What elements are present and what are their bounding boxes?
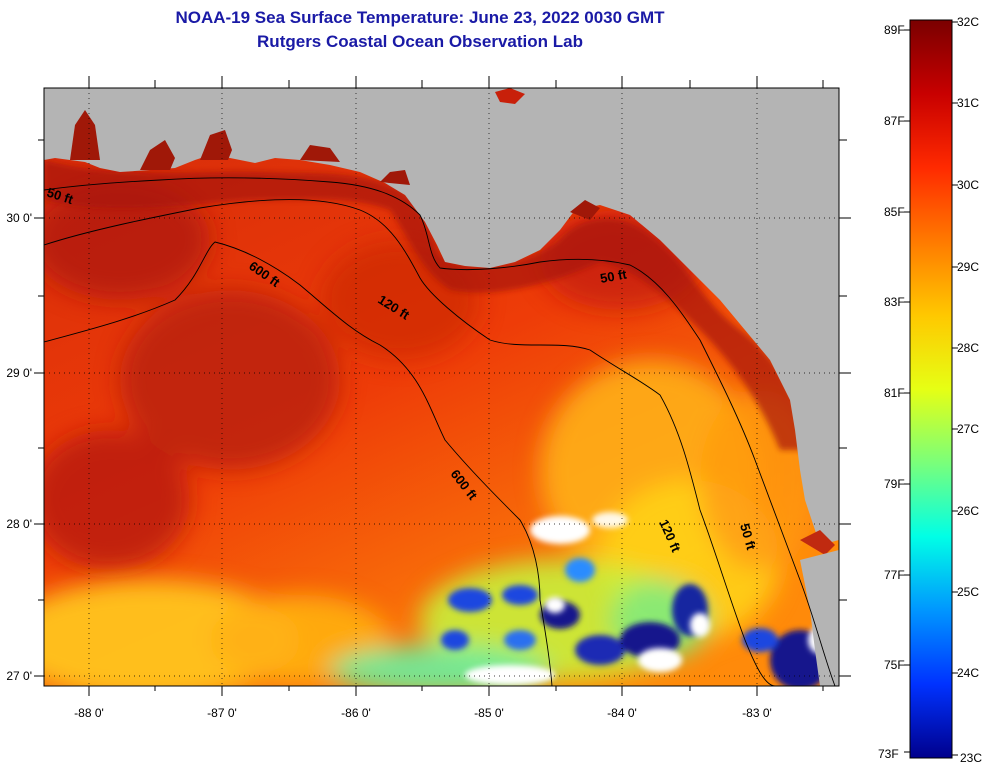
colorbar-f-label: 87F [884,114,905,128]
colorbar-f-label: 77F [884,568,905,582]
contour-50ft [44,177,836,686]
colorbar-c-label: 28C [957,341,979,355]
colorbar-c-label: 24C [957,666,979,680]
colorbar-f-label: 89F [884,23,905,37]
coastal-warm-band [44,160,810,450]
inland-bay [800,530,835,555]
inland-lake [495,88,525,104]
land-mass [44,88,839,545]
bathymetry-contours [44,177,836,686]
land-mass-florida [800,550,839,686]
colorbar-f-label: 75F [884,658,905,672]
contour-label-50ft-north: 50 ft [599,266,629,286]
colorbar-f-label: 79F [884,477,905,491]
colorbar-ticks [904,21,958,756]
map-frame [43,87,840,687]
inland-bay [300,145,340,162]
inland-bay [380,170,410,185]
latitude-labels: 30 0' 29 0' 28 0' 27 0' [6,211,32,683]
colorbar-c-label: 29C [957,260,979,274]
lon-label: -86 0' [341,706,371,720]
lon-label: -88 0' [74,706,104,720]
colorbar-c-label: 31C [957,96,979,110]
lon-label: -84 0' [607,706,637,720]
inland-bay [70,110,100,160]
colorbar-c-label: 25C [957,585,979,599]
contour-120ft [44,199,776,686]
lat-label: 29 0' [6,366,32,380]
inland-bay [570,200,600,220]
sst-map-image: 50 ft 600 ft 120 ft 50 ft 600 ft 120 ft … [44,88,839,686]
lon-label: -87 0' [207,706,237,720]
colorbar-c-label: 32C [957,15,979,29]
colorbar-f-label: 73F [878,747,899,761]
temperature-colorbar: 89F 87F 85F 83F 81F 79F 77F 75F 73F 32C … [878,15,982,765]
lon-label: -83 0' [742,706,772,720]
contour-600ft [44,241,553,686]
longitude-labels: -88 0' -87 0' -86 0' -85 0' -84 0' -83 0… [74,706,772,720]
colorbar-f-label: 83F [884,295,905,309]
lat-label: 30 0' [6,211,32,225]
map-ticks [34,76,851,696]
colorbar-gradient [909,19,953,759]
colorbar-c-label: 26C [957,504,979,518]
lat-label: 28 0' [6,517,32,531]
colorbar-f-label: 81F [884,386,905,400]
colorbar-f-label: 85F [884,205,905,219]
lon-label: -85 0' [474,706,504,720]
lat-label: 27 0' [6,669,32,683]
map-subtitle: Rutgers Coastal Ocean Observation Lab [257,32,583,51]
colorbar-c-label: 27C [957,422,979,436]
contour-label-50ft-south: 50 ft [737,522,759,552]
map-title: NOAA-19 Sea Surface Temperature: June 23… [175,8,665,27]
inland-bay [200,130,232,160]
inland-bay [140,140,175,170]
colorbar-c-label: 23C [960,751,982,765]
colorbar-c-label: 30C [957,178,979,192]
